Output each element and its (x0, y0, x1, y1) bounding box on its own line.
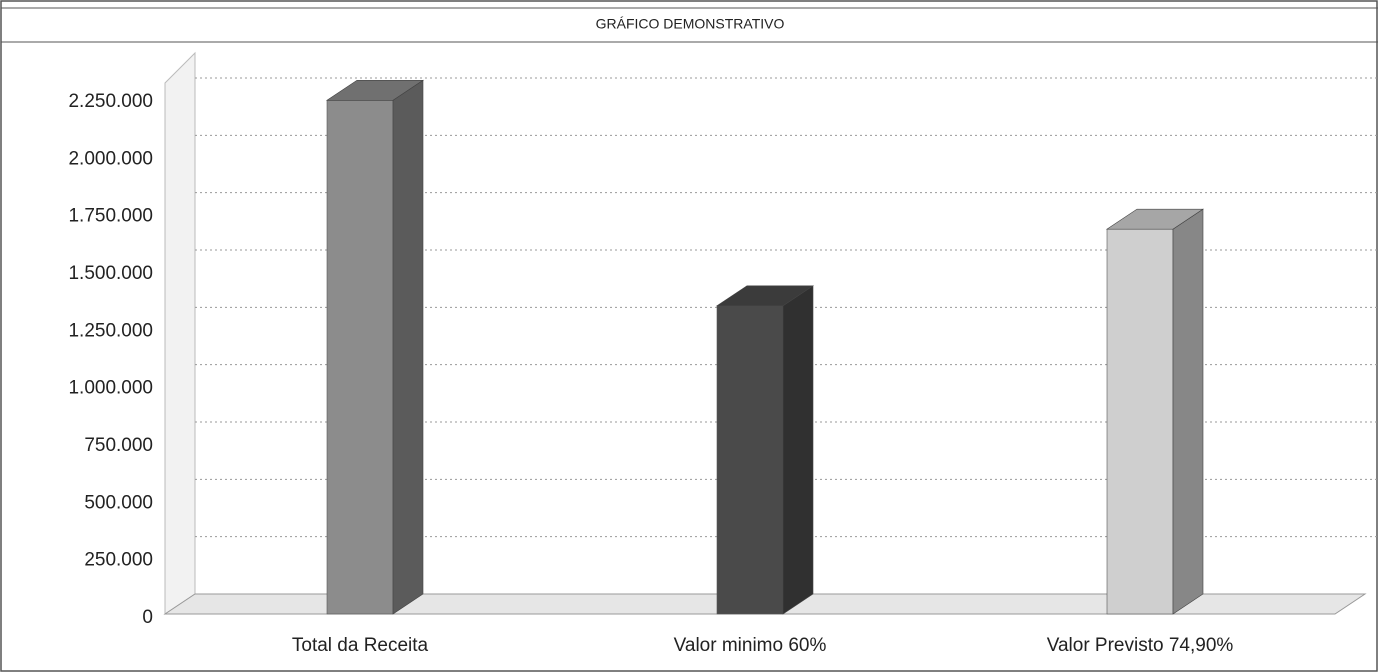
y-tick-label: 2.250.000 (68, 91, 153, 112)
bar-top (716, 285, 814, 307)
y-tick-label: 750.000 (84, 435, 153, 456)
bar-front (326, 99, 394, 615)
bar-front (716, 305, 784, 615)
bar-top (1106, 208, 1204, 230)
y-tick-label: 0 (142, 607, 153, 628)
bar-side (782, 285, 814, 615)
bar-side (392, 79, 424, 615)
back-wall (164, 51, 196, 615)
x-tick-label: Total da Receita (292, 635, 429, 656)
bar-side (1172, 208, 1204, 615)
y-tick-label: 1.000.000 (68, 378, 153, 399)
y-tick-label: 500.000 (84, 492, 153, 513)
y-tick-label: 2.000.000 (68, 148, 153, 169)
chart-title: GRÁFICO DEMONSTRATIVO (596, 16, 785, 32)
y-tick-label: 1.500.000 (68, 263, 153, 284)
x-tick-label: Valor Previsto 74,90% (1047, 635, 1234, 656)
x-tick-label: Valor minimo 60% (674, 635, 827, 656)
y-tick-label: 1.750.000 (68, 206, 153, 227)
bar-top (326, 79, 424, 101)
y-tick-label: 250.000 (84, 550, 153, 571)
bar-front (1106, 228, 1174, 615)
y-tick-label: 1.250.000 (68, 320, 153, 341)
